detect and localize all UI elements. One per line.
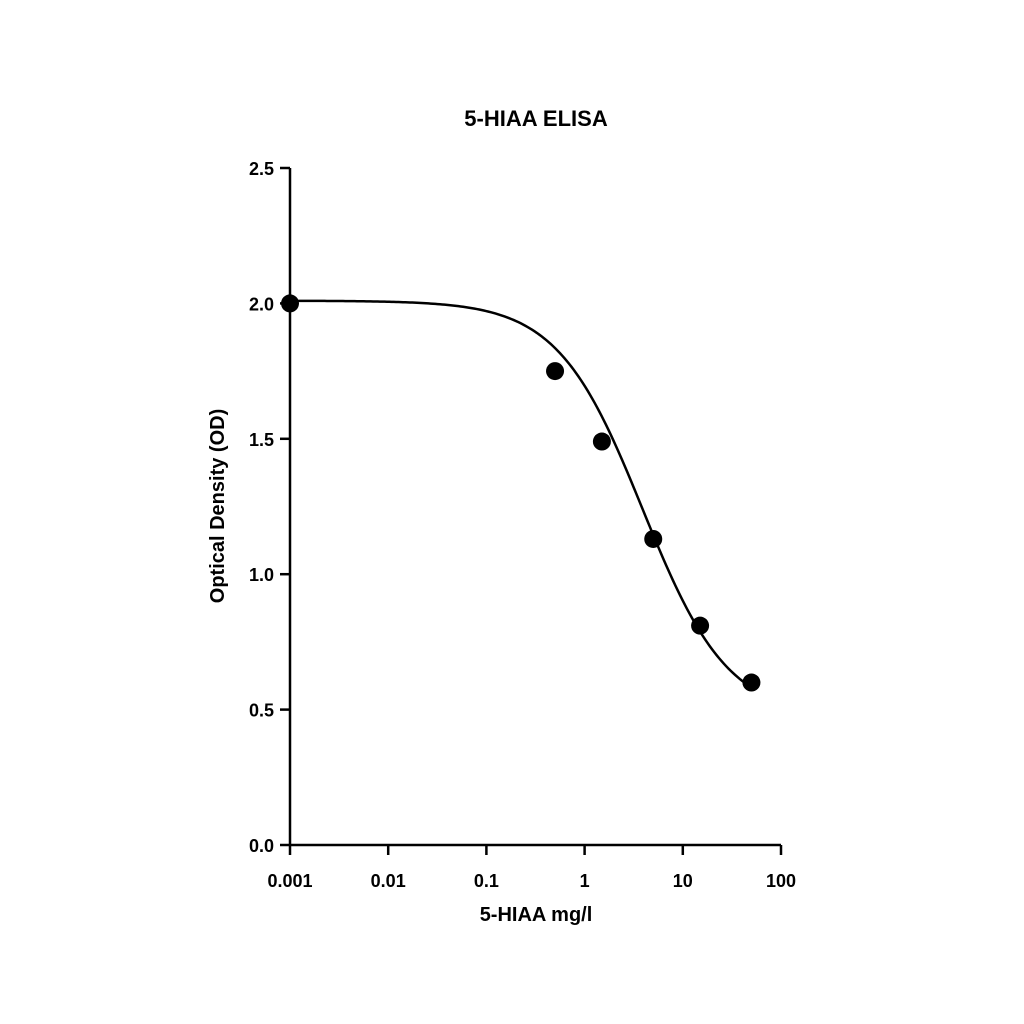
- x-tick-label: 0.1: [474, 871, 499, 891]
- x-ticks: 0.001 0.01 0.1 1 10 100: [267, 845, 796, 891]
- y-tick-label: 1.0: [249, 565, 274, 585]
- data-points: [281, 294, 761, 692]
- y-tick-label: 0.0: [249, 836, 274, 856]
- data-point: [281, 294, 299, 313]
- data-point: [691, 616, 710, 635]
- data-point: [592, 432, 611, 451]
- data-point: [546, 362, 565, 381]
- fit-curve: [290, 299, 753, 689]
- chart-title: 5-HIAA ELISA: [464, 106, 608, 131]
- x-axis-label: 5-HIAA mg/l: [480, 904, 593, 926]
- y-tick-label: 1.5: [249, 430, 274, 450]
- data-point: [644, 529, 663, 548]
- y-axis-label: Optical Density (OD): [207, 409, 229, 603]
- x-tick-label: 100: [766, 871, 796, 891]
- x-tick-label: 1: [580, 871, 590, 891]
- y-tick-label: 2.0: [249, 294, 274, 314]
- x-tick-label: 0.01: [371, 871, 406, 891]
- x-tick-label: 0.001: [267, 871, 312, 891]
- x-tick-label: 10: [673, 871, 693, 891]
- y-tick-label: 0.5: [249, 701, 274, 721]
- data-point: [742, 673, 761, 692]
- y-ticks: 0.0 0.5 1.0 1.5 2.0 2.5: [249, 159, 290, 856]
- y-tick-label: 2.5: [249, 159, 274, 179]
